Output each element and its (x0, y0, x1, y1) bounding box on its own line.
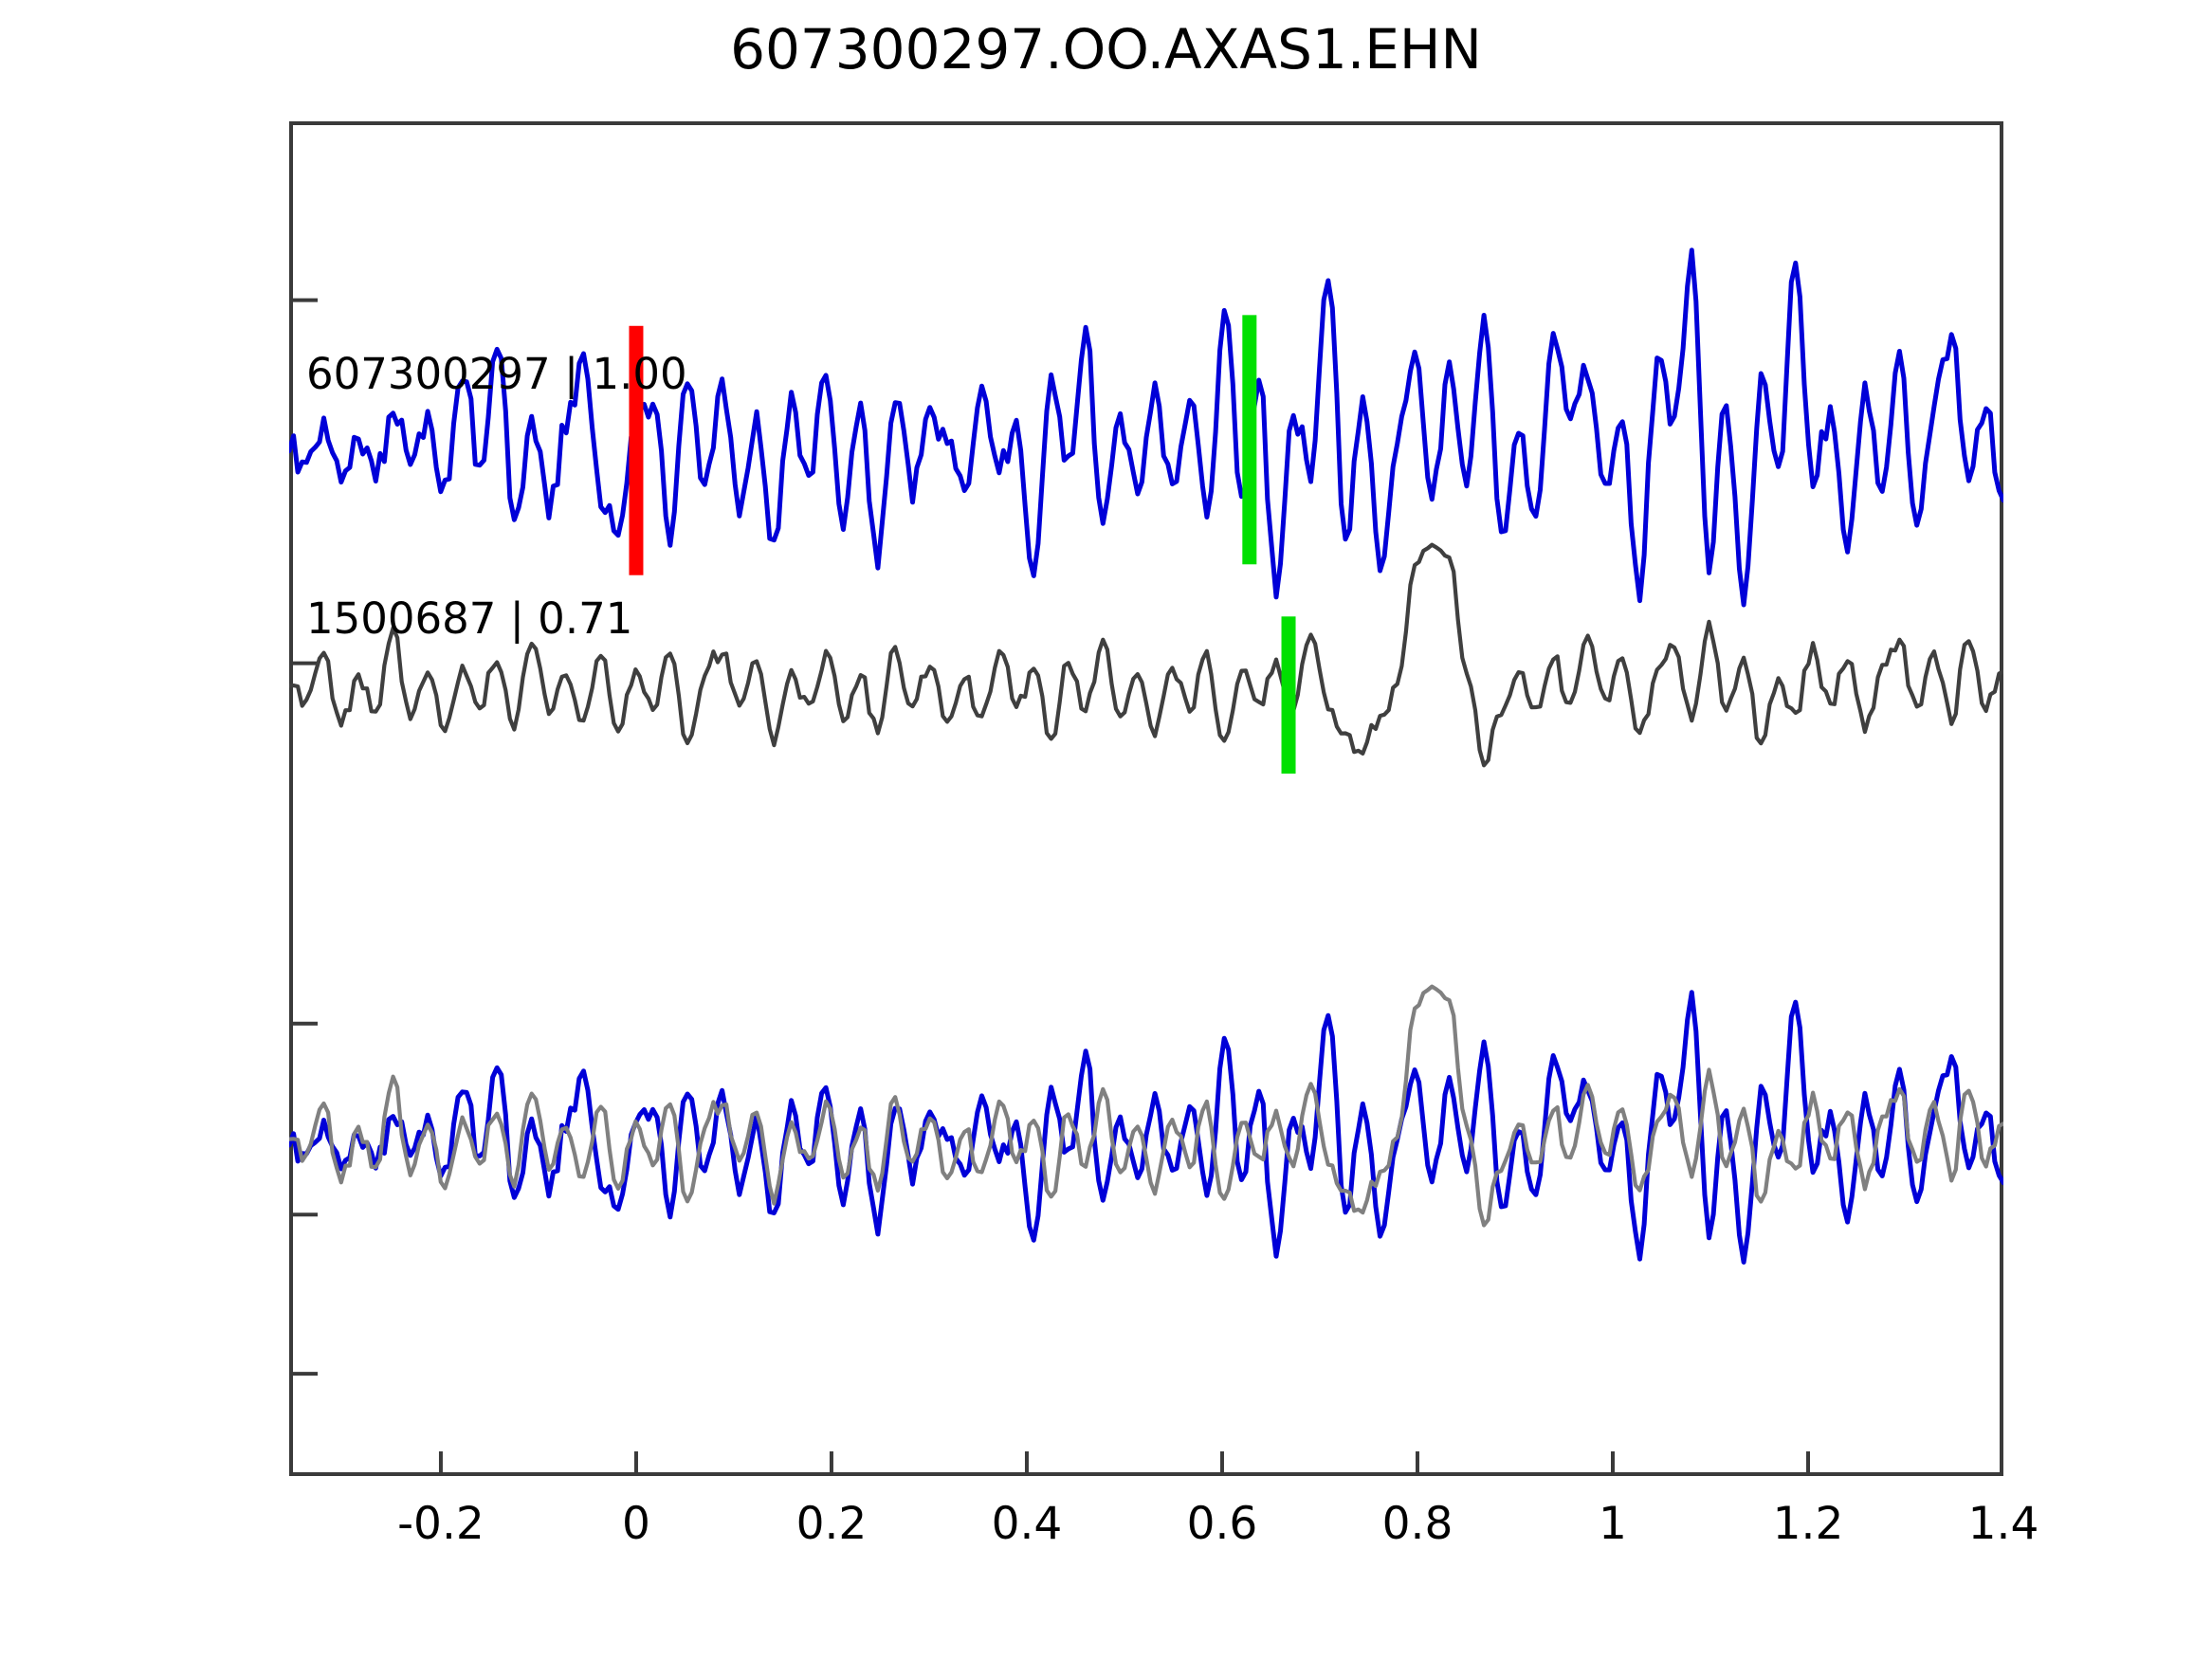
x-tick-label: 1.4 (1967, 1498, 2039, 1550)
x-tick-label: 1.2 (1772, 1498, 1844, 1550)
x-tick-label: 0.2 (795, 1498, 868, 1550)
waveform-trace (289, 990, 2003, 1265)
s-pick-marker (1242, 315, 1257, 565)
plot-area: 607300297 | 1.00 1500687 | 0.71 (289, 121, 2003, 1476)
x-tick-label: 0.8 (1381, 1498, 1453, 1550)
s-pick-marker (1281, 616, 1296, 775)
axes-frame (289, 121, 2003, 1476)
phase-pick-markers (629, 315, 1296, 775)
waveform-traces (289, 247, 2003, 1265)
x-tick-label: 1 (1599, 1498, 1627, 1550)
y-axis-ticks (291, 298, 318, 1376)
waveform-trace (289, 984, 2003, 1228)
waveform-trace (289, 247, 2003, 608)
x-tick-label: 0 (622, 1498, 650, 1550)
trace-label-detection: 1500687 | 0.71 (306, 593, 633, 644)
x-tick-label: 0.6 (1186, 1498, 1258, 1550)
x-tick-label: 0.4 (991, 1498, 1063, 1550)
waveform-trace (289, 542, 2003, 768)
x-tick-label: -0.2 (397, 1498, 484, 1550)
figure-title: 607300297.OO.AXAS1.EHN (730, 17, 1482, 82)
x-axis-ticks (438, 1451, 2003, 1474)
p-pick-marker (629, 325, 644, 575)
trace-label-template: 607300297 | 1.00 (306, 349, 687, 399)
plot-svg (289, 121, 2003, 1476)
